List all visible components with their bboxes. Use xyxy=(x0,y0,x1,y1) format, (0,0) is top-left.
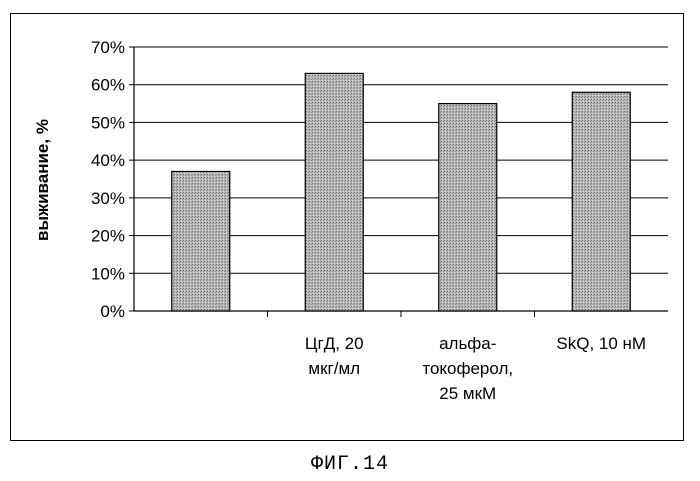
y-tick-label: 50% xyxy=(91,113,125,132)
bar xyxy=(572,92,630,311)
bar xyxy=(305,73,363,311)
x-tick-label: мкг/мл xyxy=(308,359,360,378)
y-axis-label: выживание, % xyxy=(33,119,52,241)
bars xyxy=(172,73,631,311)
figure-caption: ФИГ.14 xyxy=(0,453,700,476)
x-tick-label: альфа- xyxy=(439,334,496,353)
y-tick-label: 0% xyxy=(100,302,125,321)
y-tick-label: 60% xyxy=(91,76,125,95)
y-tick-label: 10% xyxy=(91,264,125,283)
bar xyxy=(172,171,230,311)
x-tick-label: ЦгД, 20 xyxy=(305,334,364,353)
y-tick-label: 70% xyxy=(91,38,125,57)
bar xyxy=(439,104,497,311)
y-tick-label: 20% xyxy=(91,227,125,246)
x-tick-label: SkQ, 10 нМ xyxy=(556,334,646,353)
y-tick-label: 40% xyxy=(91,151,125,170)
x-tick-label: 25 мкМ xyxy=(439,384,496,403)
x-tick-label: токоферол, xyxy=(422,359,513,378)
y-tick-label: 30% xyxy=(91,189,125,208)
